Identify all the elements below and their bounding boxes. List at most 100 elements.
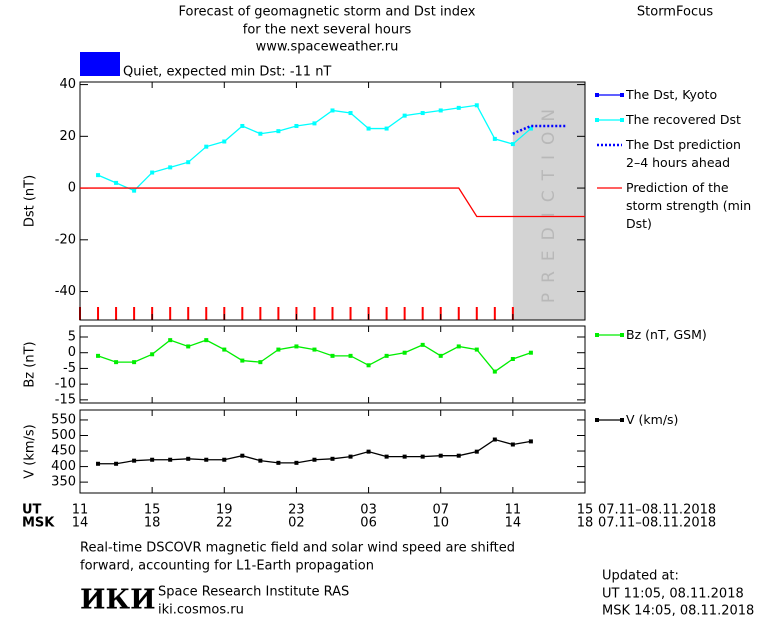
legend-label: Prediction of the storm strength (min Ds… <box>626 180 752 231</box>
title-line: Forecast of geomagnetic storm and Dst in… <box>178 5 475 20</box>
status: Quiet, expected min Dst: -11 nT <box>123 65 331 80</box>
institute: Space Research Institute RAS <box>158 585 349 600</box>
plot-frame <box>79 325 586 404</box>
data-point <box>420 342 425 347</box>
data-point <box>438 108 443 113</box>
x-tick-label: 11 <box>72 503 89 518</box>
legend-symbol <box>597 143 622 147</box>
y-tick-label: 500 <box>51 428 76 443</box>
data-point <box>330 456 335 461</box>
y-axis-label: V (km/s) <box>23 424 38 479</box>
date-range: 07.11–08.11.2018 <box>598 503 716 518</box>
data-point <box>294 344 299 349</box>
data-point <box>312 121 317 126</box>
y-tick-label: 20 <box>59 129 76 144</box>
title-line: for the next several hours <box>243 23 412 38</box>
data-point <box>150 170 155 175</box>
x-tick-label: 11 <box>505 503 522 518</box>
plot-frame <box>79 81 586 321</box>
legend-marker <box>620 93 624 97</box>
data-point <box>276 129 281 134</box>
data-point <box>384 353 389 358</box>
data-point <box>438 453 443 458</box>
data-point <box>240 453 245 458</box>
data-point <box>402 454 407 459</box>
updated-label: Updated at: <box>602 569 679 584</box>
data-point <box>492 369 497 374</box>
data-point <box>330 353 335 358</box>
data-point <box>402 350 407 355</box>
legend-label: Bz (nT, GSM) <box>626 327 707 342</box>
legend-entry: Prediction of the storm strength (min Ds… <box>594 179 760 233</box>
data-point <box>510 142 515 147</box>
data-point <box>294 123 299 128</box>
data-point <box>456 344 461 349</box>
data-point <box>294 460 299 465</box>
y-axis-label: Bz (nT) <box>23 341 38 387</box>
series-line <box>97 339 532 373</box>
x-tick-label: 23 <box>288 503 305 518</box>
legend-label: The Dst prediction 2–4 hours ahead <box>626 137 741 170</box>
data-point <box>222 457 227 462</box>
legend-label: The recovered Dst <box>626 112 741 127</box>
x-tick-label: 03 <box>360 503 377 518</box>
data-point <box>438 353 443 358</box>
data-point <box>186 160 191 165</box>
data-point <box>276 460 281 465</box>
data-point <box>96 353 101 358</box>
x-tick-label-msk: 18 <box>577 516 594 531</box>
y-tick-label: -10 <box>55 377 76 392</box>
legend: V (km/s) <box>594 411 760 436</box>
data-point <box>528 439 533 444</box>
data-point <box>204 144 209 149</box>
data-point <box>258 360 263 365</box>
legend-symbol <box>595 418 624 422</box>
data-point <box>528 126 533 131</box>
data-point <box>114 180 119 185</box>
data-point <box>240 123 245 128</box>
data-point <box>474 103 479 108</box>
data-point <box>492 437 497 442</box>
note-line: forward, accounting for L1-Earth propaga… <box>80 559 374 574</box>
legend-marker <box>595 93 599 97</box>
legend: The Dst, Kyoto The recovered Dst The Dst p… <box>594 86 760 240</box>
data-point <box>366 363 371 368</box>
data-point <box>114 360 119 365</box>
data-point <box>402 113 407 118</box>
legend: Bz (nT, GSM) <box>594 326 760 351</box>
data-point <box>186 456 191 461</box>
legend-symbol <box>597 187 622 189</box>
data-point <box>96 461 101 466</box>
x-tick-label: 15 <box>577 503 594 518</box>
series-line <box>97 104 532 192</box>
data-point <box>366 449 371 454</box>
x-tick-label-msk: 06 <box>360 516 377 531</box>
series-line <box>512 124 567 135</box>
data-point <box>204 338 209 343</box>
data-point <box>96 173 101 178</box>
data-point <box>150 352 155 357</box>
data-point <box>330 108 335 113</box>
x-tick-label-msk: 02 <box>288 516 305 531</box>
brand: StormFocus <box>637 5 713 20</box>
legend-entry: The Dst prediction 2–4 hours ahead <box>594 136 760 172</box>
x-tick-label: 07 <box>432 503 449 518</box>
legend-marker <box>595 418 599 422</box>
y-tick-label: -5 <box>63 361 76 376</box>
legend-entry: The Dst, Kyoto <box>594 86 760 104</box>
data-point <box>114 461 119 466</box>
data-point <box>276 347 281 352</box>
y-tick-label: 40 <box>59 77 76 92</box>
date-range: 07.11–08.11.2018 <box>598 516 716 531</box>
data-point <box>384 126 389 131</box>
series-line <box>80 187 585 218</box>
data-point <box>366 126 371 131</box>
legend-marker <box>620 418 624 422</box>
data-point <box>186 344 191 349</box>
data-point <box>312 347 317 352</box>
data-point <box>258 458 263 463</box>
prediction-label: PREDICTION <box>539 99 559 303</box>
legend-marker <box>595 333 599 337</box>
